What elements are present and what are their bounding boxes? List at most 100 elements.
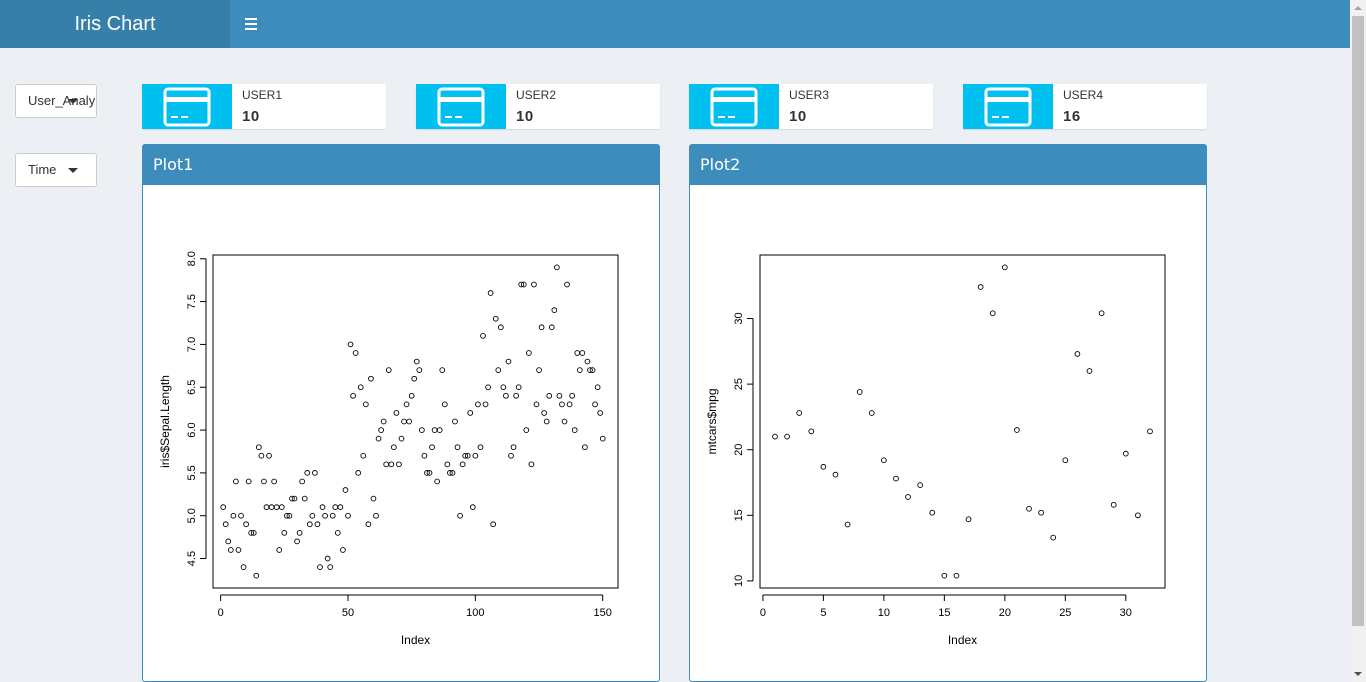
data-point [304, 470, 311, 476]
data-point [385, 367, 392, 373]
data-point [587, 367, 593, 373]
info-box-label: USER4 [1063, 88, 1104, 102]
data-point [508, 452, 514, 459]
data-point [503, 392, 509, 399]
data-point [444, 461, 451, 468]
data-point [881, 457, 887, 464]
data-point [582, 444, 588, 451]
data-point [268, 504, 275, 510]
hamburger-line [245, 28, 257, 30]
data-point [548, 324, 555, 331]
data-point [495, 367, 502, 373]
info-box-label: USER3 [789, 88, 830, 102]
data-point [820, 463, 827, 470]
data-point [1098, 310, 1105, 317]
data-point [230, 512, 237, 519]
data-point [1122, 450, 1129, 457]
data-point [306, 521, 313, 528]
data-point [314, 521, 321, 528]
plot2-chart: 0 5 10 15 20 25 30 10 15 20 25 30 Index mtcars$mpg [705, 254, 1166, 647]
data-point [905, 494, 911, 500]
data-point [571, 427, 578, 433]
data-point [284, 512, 290, 519]
data-point [772, 433, 778, 440]
plot-frame [212, 254, 619, 589]
data-point [467, 410, 474, 416]
x-tick-label: 50 [342, 607, 354, 619]
box-title: Plot2 [690, 145, 1206, 185]
data-point [250, 529, 257, 536]
data-point [258, 452, 265, 459]
data-point [1050, 534, 1057, 541]
y-axis-title: iris$Sepal.Length [158, 375, 172, 468]
data-point [245, 478, 252, 485]
scroll-down-arrow-icon[interactable] [1350, 666, 1366, 682]
data-point [373, 512, 379, 519]
info-box-value: 10 [516, 108, 534, 125]
caret-down-icon [68, 99, 78, 104]
y-tick-label: 4.5 [186, 551, 198, 566]
data-point [469, 504, 476, 510]
x-tick-label: 10 [878, 607, 890, 619]
y-axis-title: mtcars$mpg [705, 388, 719, 454]
y-tick-label: 8.0 [186, 251, 198, 266]
data-point [342, 487, 349, 493]
data-point [368, 375, 374, 382]
scroll-up-arrow-icon[interactable] [1350, 0, 1366, 16]
data-point [541, 410, 547, 416]
info-box-value: 16 [1063, 108, 1081, 125]
data-point [561, 418, 568, 425]
data-point [235, 547, 242, 553]
data-point [475, 401, 481, 408]
x-tick-label: 5 [820, 607, 826, 619]
page-scrollbar[interactable] [1350, 0, 1366, 682]
hamburger-icon[interactable] [238, 12, 264, 36]
hamburger-line [245, 18, 257, 20]
data-point [434, 478, 441, 485]
data-point [439, 367, 446, 373]
y-tick-label: 10 [733, 575, 745, 587]
data-point [589, 367, 596, 373]
data-point [301, 495, 308, 502]
data-point [844, 521, 851, 528]
data-point [523, 427, 530, 433]
data-point [263, 504, 270, 510]
data-point [266, 452, 272, 459]
y-tick-label: 25 [733, 378, 745, 390]
data-point [398, 435, 405, 442]
data-point [490, 521, 497, 528]
data-point [518, 281, 525, 288]
x-tick-label: 100 [466, 607, 484, 619]
data-point [403, 401, 410, 408]
data-point [546, 392, 553, 399]
data-point [977, 284, 984, 290]
data-point [564, 281, 570, 288]
data-point [1026, 505, 1032, 512]
data-point [408, 392, 415, 399]
data-point [868, 410, 875, 416]
data-point [261, 478, 267, 485]
scroll-thumb[interactable] [1352, 16, 1364, 626]
y-tick-label: 7.0 [186, 337, 198, 352]
data-point [345, 512, 351, 519]
data-point [543, 418, 550, 425]
top-navbar: Iris Chart [0, 0, 1350, 48]
data-point [832, 471, 839, 478]
x-tick-label: 0 [760, 607, 766, 619]
data-point [248, 529, 255, 536]
time-dropdown[interactable]: Time [15, 153, 97, 187]
y-tick-label: 6.5 [186, 380, 198, 395]
data-point [965, 516, 972, 523]
app-title[interactable]: Iris Chart [0, 0, 230, 48]
data-point [579, 350, 586, 356]
data-point [592, 401, 598, 408]
data-point [482, 401, 489, 408]
data-point [941, 572, 948, 579]
user-analysis-dropdown[interactable]: User_Analy [15, 84, 97, 118]
data-point [533, 401, 540, 408]
data-point [337, 504, 344, 510]
data-point [429, 444, 435, 451]
x-axis-title: Index [401, 633, 430, 647]
x-tick-label: 15 [938, 607, 950, 619]
data-point [238, 512, 244, 519]
